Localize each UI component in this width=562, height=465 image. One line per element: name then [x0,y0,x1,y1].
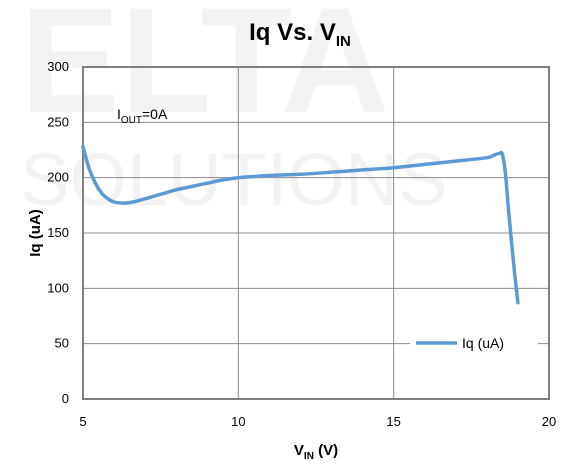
legend-label: Iq (uA) [462,335,504,351]
x-axis-title: VIN (V) [294,442,338,462]
x-axis-ticks: 5 10 15 20 [79,414,556,429]
watermark-line1: ELTA [20,0,389,144]
legend: Iq (uA) [410,334,538,352]
y-axis-title: Iq (uA) [27,209,44,256]
plot-border [82,66,550,400]
chart-title: Iq Vs. VIN [249,19,351,50]
y-tick-label: 300 [47,59,69,74]
y-tick-label: 50 [55,336,69,351]
series-line-iq [81,144,520,305]
x-tick-label: 5 [79,414,86,429]
x-tick-label: 15 [386,414,400,429]
x-tick-label: 20 [542,414,556,429]
annotation-iout: IOUT=0A [117,106,168,126]
y-tick-label: 150 [47,225,69,240]
y-tick-label: 250 [47,114,69,129]
legend-box [410,334,538,352]
y-tick-label: 200 [47,170,69,185]
y-axis-ticks: 0 50 100 150 200 250 300 [47,59,69,406]
y-tick-label: 0 [62,391,69,406]
watermark: ELTA SOLUTIONS [20,0,448,221]
x-tick-label: 10 [231,414,245,429]
y-tick-label: 100 [47,280,69,295]
